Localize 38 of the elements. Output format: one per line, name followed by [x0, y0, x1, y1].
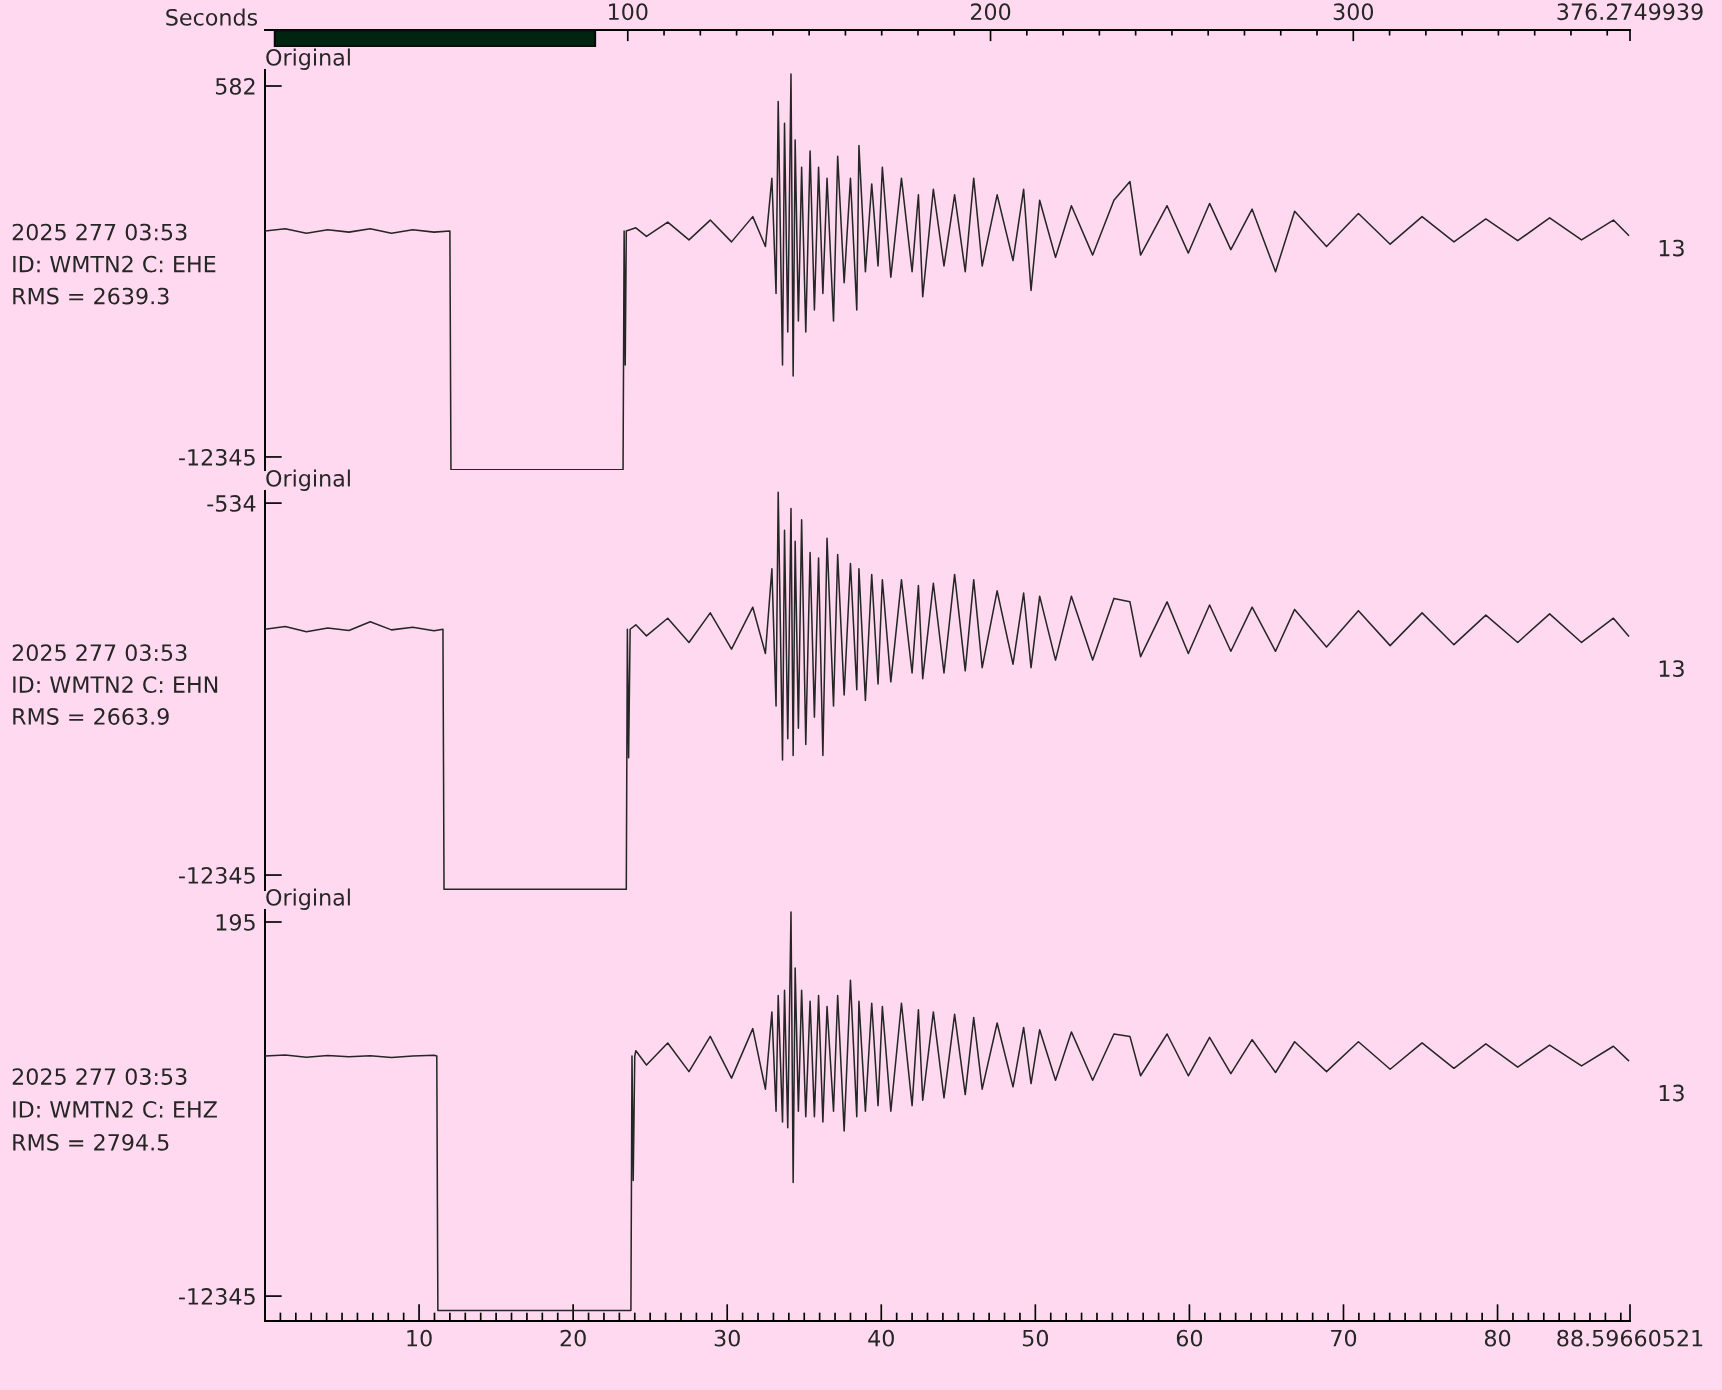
y-tick-label: 195	[216, 913, 255, 931]
chart-title: Original	[266, 888, 350, 910]
y-tick-label: -534	[207, 495, 256, 512]
x-tick-label: 300	[1333, 3, 1374, 21]
x-tick-label: 40	[868, 1329, 894, 1347]
chart-title: Original	[266, 48, 350, 70]
text: 2025 277 03:53	[12, 644, 187, 662]
x-tick-label: 376.2749939	[1557, 3, 1703, 21]
x-axis-title: Seconds	[166, 8, 258, 26]
text: ID: WMTN2 C: EHE	[13, 255, 216, 273]
text: 2025 277 03:53	[12, 223, 187, 241]
x-tick-label: 88.59660521	[1557, 1329, 1703, 1347]
x-tick-label: 200	[970, 3, 1011, 21]
x-tick-label: 20	[560, 1329, 586, 1347]
x-tick-label: 80	[1484, 1329, 1511, 1347]
y-tick-label: -12345	[179, 448, 255, 466]
text: 13	[1659, 660, 1684, 677]
line-series	[265, 911, 1630, 1312]
text: ID: WMTN2 C: EHZ	[13, 1101, 217, 1118]
text: RMS = 2663.9	[13, 708, 169, 725]
text: RMS = 2794.5	[13, 1133, 169, 1151]
y-tick-label: -12345	[179, 1288, 255, 1305]
text: ID: WMTN2 C: EHN	[13, 676, 218, 693]
text: RMS = 2639.3	[13, 287, 169, 305]
x-tick-label: 70	[1331, 1329, 1357, 1347]
y-tick-label: 582	[215, 77, 255, 95]
x-tick-label: 60	[1176, 1329, 1203, 1347]
x-tick-label: 30	[714, 1329, 740, 1347]
line-series	[265, 491, 1630, 890]
x-tick-label: 100	[609, 3, 648, 21]
y-tick-label: -12345	[179, 866, 255, 884]
chart-title: Original	[266, 469, 350, 491]
text: 13	[1659, 239, 1684, 257]
line-series	[265, 73, 1630, 470]
text: 2025 277 03:53	[12, 1068, 187, 1085]
text: 13	[1659, 1084, 1684, 1102]
x-tick-label: 50	[1022, 1329, 1049, 1347]
x-tick-label: 10	[407, 1329, 432, 1347]
